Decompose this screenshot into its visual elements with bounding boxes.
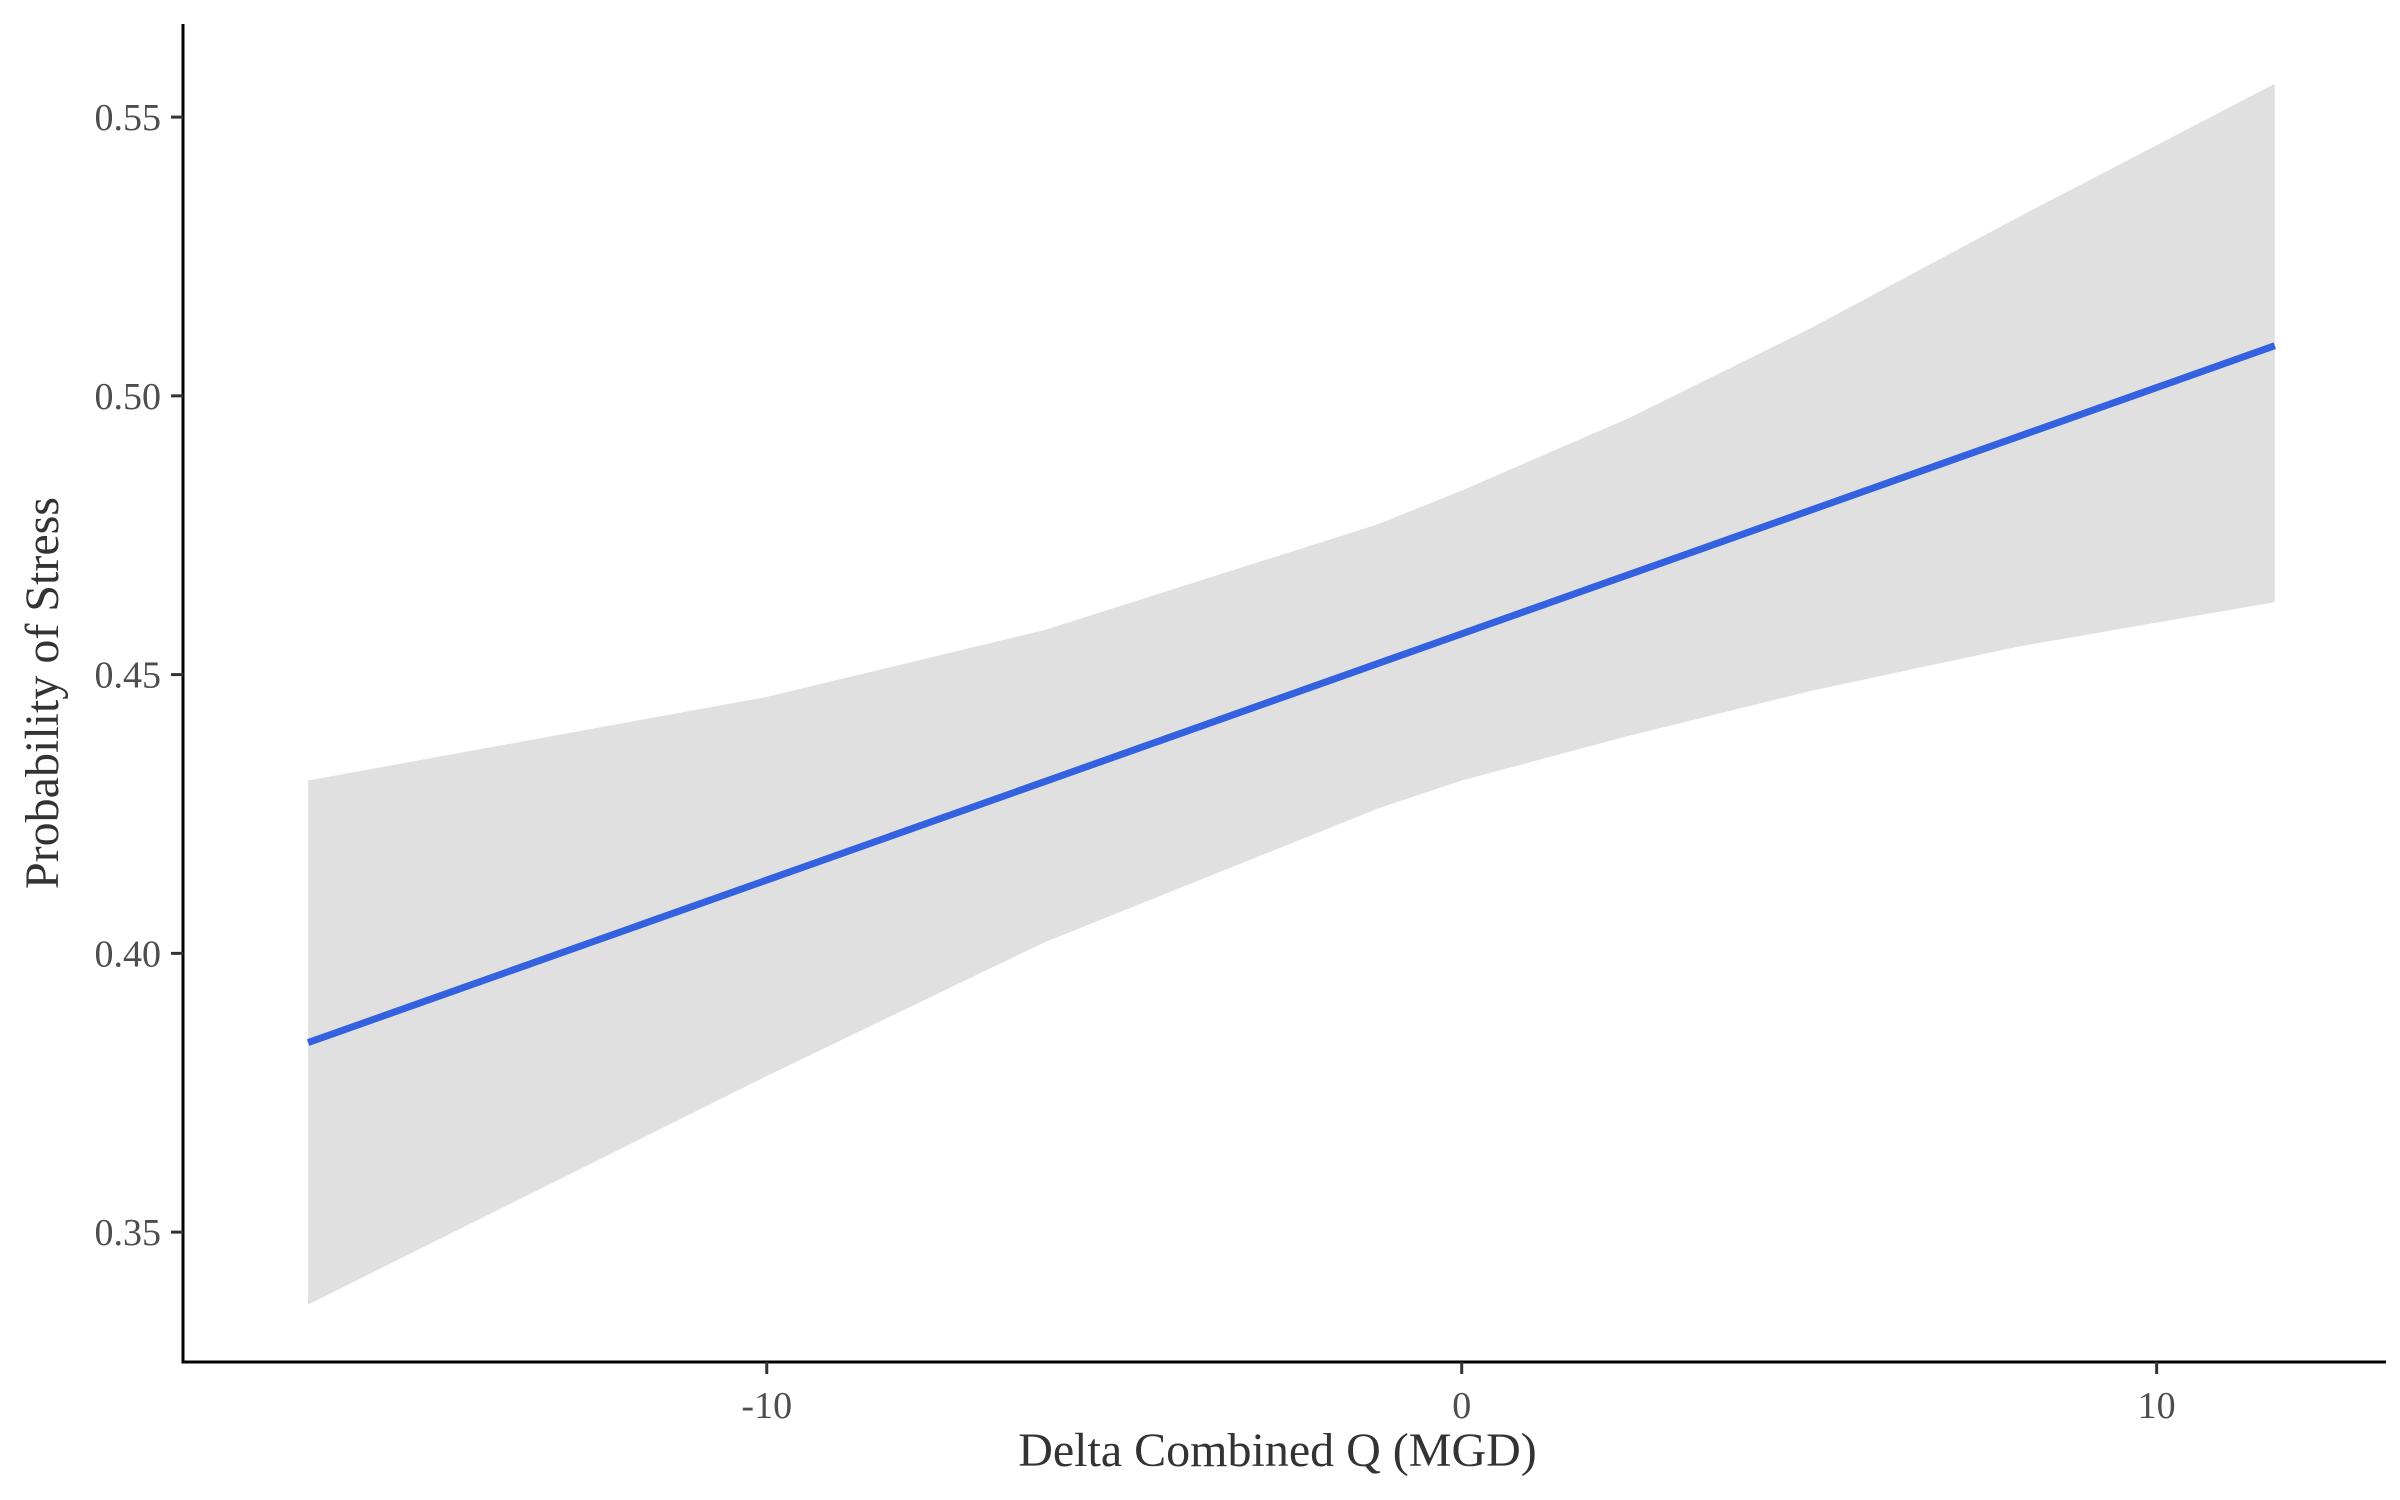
y-tick-label: 0.50 (95, 376, 162, 418)
y-tick-label: 0.40 (95, 933, 162, 975)
x-tick-label: 0 (1452, 1385, 1471, 1427)
y-axis-title: Probability of Stress (16, 497, 69, 889)
x-axis-title: Delta Combined Q (MGD) (1018, 1424, 1537, 1477)
y-tick-label: 0.55 (95, 97, 162, 139)
x-tick-label: 10 (2138, 1385, 2176, 1427)
series-line-0 (306, 342, 2276, 1046)
y-tick-label: 0.35 (95, 1212, 162, 1254)
y-tick-label: 0.45 (95, 655, 162, 697)
x-tick-label: -10 (741, 1385, 792, 1427)
